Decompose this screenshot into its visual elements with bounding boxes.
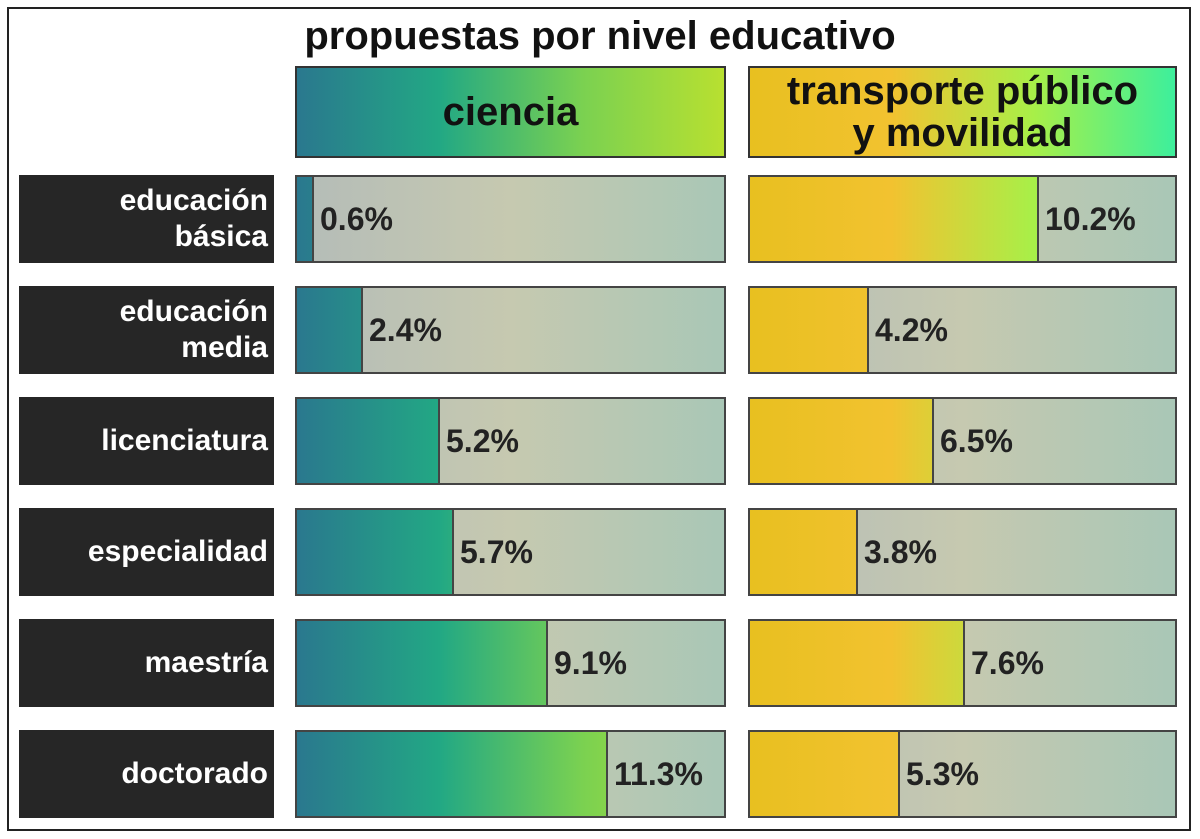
bar	[297, 177, 314, 261]
bar	[297, 621, 548, 705]
data-label: 6.5%	[940, 422, 1013, 459]
series-header-line: y movilidad	[852, 111, 1073, 155]
bar	[750, 621, 965, 705]
category-label-line: media	[181, 331, 268, 364]
bar-track: 7.6%	[748, 619, 1177, 707]
bar	[297, 732, 608, 816]
bar-track: 11.3%	[295, 730, 726, 818]
series-header-text: transporte público y movilidad	[787, 70, 1138, 154]
category-label-line: maestría	[144, 646, 268, 679]
chart-frame	[7, 7, 1191, 831]
bar-track: 3.8%	[748, 508, 1177, 596]
bar-track: 5.3%	[748, 730, 1177, 818]
series-header-0: ciencia	[295, 66, 726, 158]
bar-track: 0.6%	[295, 175, 726, 263]
category-label: especialidad	[19, 508, 274, 596]
data-label: 9.1%	[554, 644, 627, 681]
chart-title: propuestas por nivel educativo	[304, 14, 896, 58]
series-header-line: transporte público	[786, 69, 1139, 113]
category-label-line: doctorado	[121, 757, 268, 790]
bar-track: 5.2%	[295, 397, 726, 485]
data-label: 5.2%	[446, 422, 519, 459]
bar-track: 10.2%	[748, 175, 1177, 263]
bar-track: 2.4%	[295, 286, 726, 374]
data-label: 7.6%	[971, 644, 1044, 681]
bar-track: 9.1%	[295, 619, 726, 707]
data-label: 4.2%	[875, 311, 948, 348]
bar-track: 4.2%	[748, 286, 1177, 374]
data-label: 0.6%	[320, 200, 393, 237]
series-header-1: transporte público y movilidad	[748, 66, 1177, 158]
category-label: educación media	[19, 286, 274, 374]
category-label-line: licenciatura	[101, 424, 268, 457]
bar	[297, 510, 454, 594]
series-header-line: ciencia	[442, 90, 579, 134]
bar	[750, 732, 900, 816]
data-label: 5.3%	[906, 755, 979, 792]
data-label: 10.2%	[1045, 200, 1136, 237]
category-label: licenciatura	[19, 397, 274, 485]
series-header-text: ciencia	[443, 91, 579, 133]
data-label: 5.7%	[460, 533, 533, 570]
category-label-line: educación	[119, 184, 268, 217]
category-label: maestría	[19, 619, 274, 707]
bar	[750, 399, 934, 483]
bar	[750, 177, 1039, 261]
category-label: educación básica	[19, 175, 274, 263]
bar	[750, 288, 869, 372]
bar	[750, 510, 858, 594]
category-label-line: especialidad	[87, 535, 268, 568]
category-label: doctorado	[19, 730, 274, 818]
data-label: 3.8%	[864, 533, 937, 570]
category-label-line: educación	[119, 295, 268, 328]
bar	[297, 399, 440, 483]
data-label: 2.4%	[369, 311, 442, 348]
bar	[297, 288, 363, 372]
bar-track: 5.7%	[295, 508, 726, 596]
category-label-line: básica	[174, 220, 268, 253]
data-label: 11.3%	[614, 755, 703, 792]
bar-track: 6.5%	[748, 397, 1177, 485]
